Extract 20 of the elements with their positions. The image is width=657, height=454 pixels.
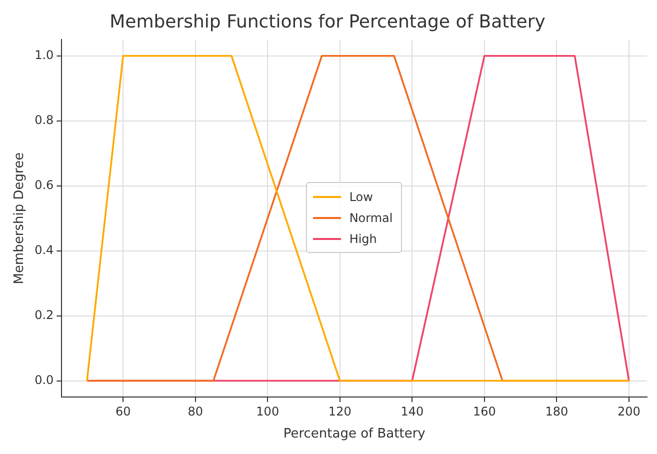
x-tick-label: 120: [328, 404, 352, 418]
x-tick-label: 80: [188, 404, 204, 418]
x-tick-label: 140: [400, 404, 424, 418]
x-tick-label: 160: [472, 404, 496, 418]
legend-label: Normal: [349, 210, 393, 225]
legend-label: Low: [349, 190, 373, 204]
y-tick-label: 1.0: [34, 48, 54, 62]
y-tick-label: 0.8: [34, 112, 54, 127]
legend-label: High: [349, 232, 377, 246]
y-tick-label: 0.6: [34, 178, 54, 192]
x-tick-label: 60: [115, 404, 131, 418]
x-tick-label: 100: [256, 404, 280, 418]
y-tick-label: 0.0: [34, 372, 54, 387]
y-axis-title: Membership Degree: [12, 152, 28, 284]
x-tick-label: 200: [617, 404, 640, 418]
chart-title: Membership Functions for Percentage of Battery: [110, 11, 546, 32]
y-tick-label: 0.2: [34, 308, 54, 322]
x-tick-label: 180: [545, 404, 568, 418]
x-axis-title: Percentage of Battery: [283, 426, 426, 442]
y-tick-label: 0.4: [34, 242, 54, 257]
